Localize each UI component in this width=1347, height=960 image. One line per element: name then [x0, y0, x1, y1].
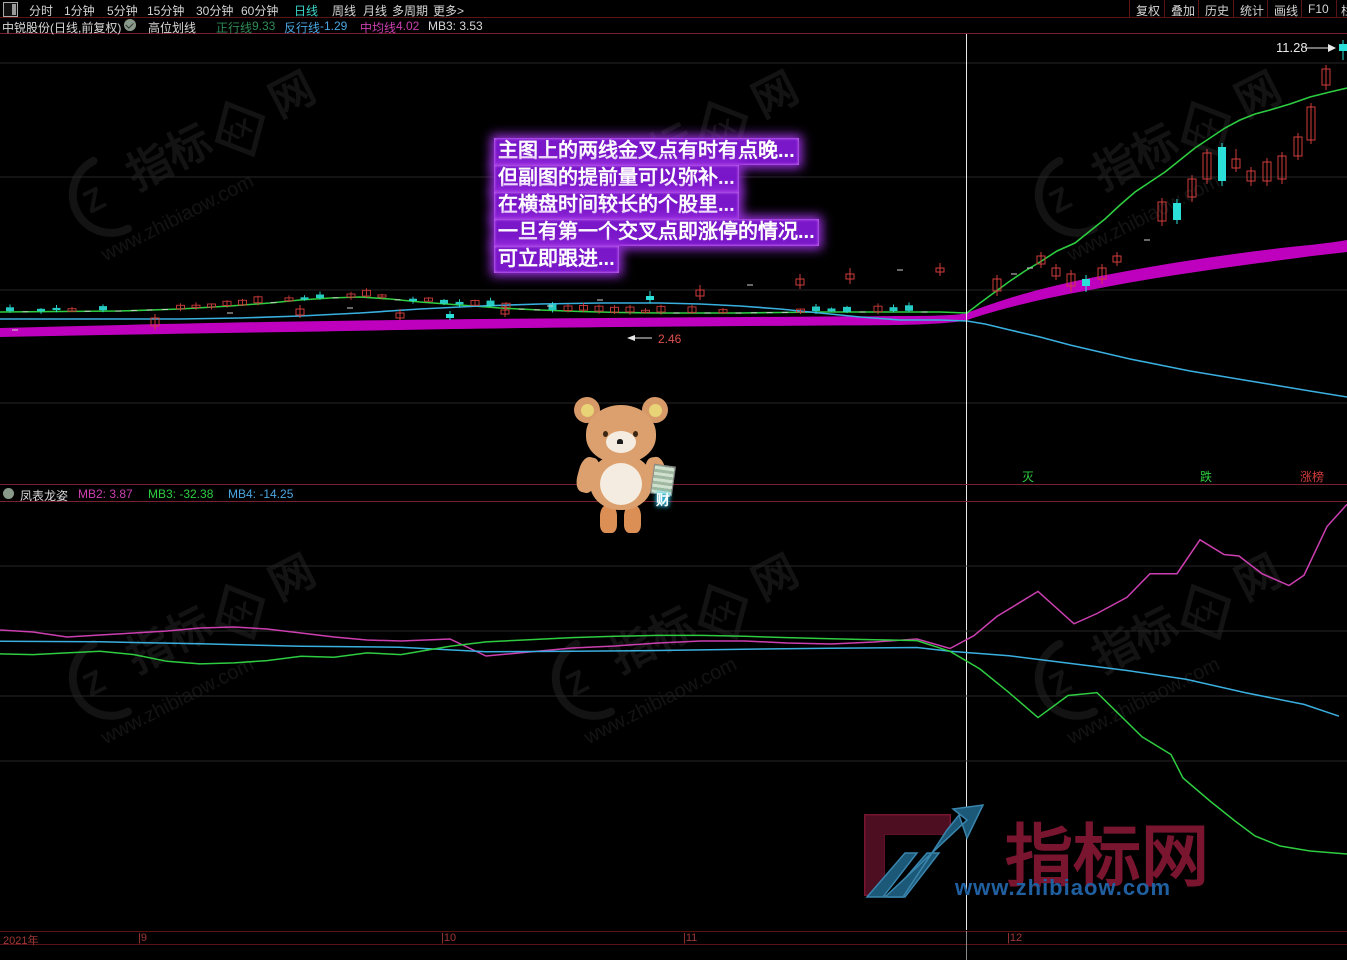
svg-text:2.46: 2.46: [658, 332, 682, 346]
svg-text:11.28: 11.28: [1276, 40, 1308, 55]
